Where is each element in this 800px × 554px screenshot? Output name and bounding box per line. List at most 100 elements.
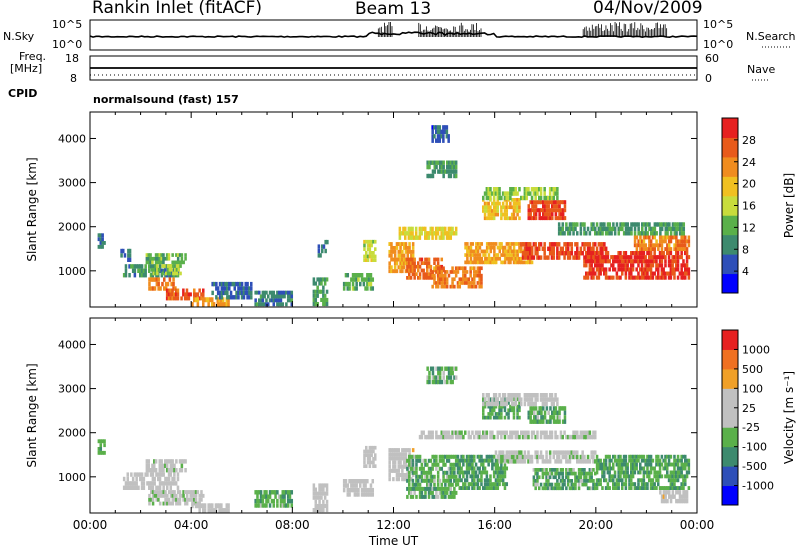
heatmap-cell [622, 474, 626, 479]
heatmap-cell [492, 482, 496, 487]
heatmap-cell [150, 267, 154, 272]
heatmap-cell [454, 474, 458, 479]
heatmap-cell [200, 497, 203, 502]
heatmap-cell [536, 479, 539, 483]
heatmap-cell [395, 246, 399, 250]
heatmap-cell [630, 478, 633, 483]
heatmap-cell [617, 267, 620, 272]
heatmap-cell [240, 286, 244, 291]
heatmap-cell [518, 187, 521, 192]
heatmap-cell [469, 482, 472, 487]
heatmap-cell [464, 253, 467, 257]
heatmap-cell [536, 482, 539, 487]
heatmap-cell [142, 273, 146, 278]
heatmap-cell [558, 216, 561, 221]
heatmap-cell [547, 255, 550, 260]
heatmap-cell [637, 263, 640, 268]
heatmap-cell [505, 209, 509, 213]
heatmap-cell [550, 397, 554, 402]
heatmap-cell [446, 160, 449, 165]
heatmap-cell [646, 259, 649, 264]
heatmap-cell [449, 490, 453, 495]
heatmap-cell [402, 226, 405, 232]
heatmap-cell [538, 212, 541, 217]
heatmap-cell [543, 242, 546, 247]
heatmap-cell [471, 260, 475, 265]
heatmap-cell [182, 292, 185, 297]
heatmap-cell [424, 261, 427, 265]
heatmap-cell [362, 487, 366, 493]
heatmap-cell [480, 462, 483, 467]
heatmap-cell [649, 267, 653, 272]
heatmap-cell [451, 160, 454, 165]
heatmap-cell [456, 462, 460, 467]
heatmap-cell [552, 454, 556, 460]
heatmap-cell [149, 260, 152, 265]
heatmap-cell [673, 267, 676, 272]
heatmap-cell [669, 474, 673, 479]
heatmap-cell [510, 401, 514, 407]
heatmap-cell [498, 474, 501, 479]
heatmap-cell [658, 251, 662, 256]
heatmap-cell [456, 266, 460, 271]
heatmap-cell [155, 485, 158, 490]
heatmap-cell [590, 479, 593, 483]
heatmap-cell [536, 454, 539, 460]
heatmap-cell [220, 295, 224, 300]
heatmap-cell [426, 478, 429, 483]
heatmap-cell [639, 255, 642, 260]
heatmap-cell [471, 486, 474, 490]
heatmap-cell [509, 216, 512, 221]
heatmap-cell [483, 205, 487, 210]
heatmap-cell [449, 466, 453, 471]
heatmap-cell [603, 271, 606, 276]
heatmap-cell [325, 487, 329, 492]
heatmap-cell [451, 370, 454, 376]
heatmap-cell [664, 462, 667, 467]
heatmap-cell [667, 259, 671, 264]
heatmap-cell [496, 201, 500, 206]
heatmap-cell [552, 251, 556, 256]
heatmap-cell [218, 302, 221, 307]
heatmap-cell [447, 231, 451, 236]
heatmap-cell [248, 290, 251, 296]
heatmap-cell [216, 286, 220, 291]
heatmap-cell [565, 450, 568, 455]
heatmap-cell [558, 212, 561, 217]
heatmap-cell [482, 466, 485, 471]
heatmap-cell [502, 245, 505, 250]
heatmap-cell [431, 366, 435, 371]
heatmap-cell [527, 208, 531, 213]
colorbar-swatch [722, 446, 738, 467]
heatmap-cell [442, 430, 445, 435]
heatmap-cell [433, 478, 436, 483]
heatmap-cell [426, 164, 429, 170]
heatmap-cell [368, 464, 372, 468]
heatmap-cell [586, 242, 590, 247]
heatmap-cell [151, 468, 154, 473]
heatmap-cell [480, 284, 483, 289]
heatmap-cell [182, 497, 185, 502]
heatmap-cell [545, 255, 548, 260]
heatmap-cell [626, 470, 629, 475]
heatmap-cell [630, 271, 633, 276]
heatmap-cell [675, 247, 678, 251]
heatmap-cell [489, 430, 492, 435]
heatmap-cell [270, 290, 274, 295]
heatmap-cell [133, 485, 137, 490]
heatmap-cell [427, 482, 431, 487]
heatmap-cell [418, 490, 422, 495]
heatmap-cell [487, 195, 490, 201]
heatmap-cell [413, 261, 416, 265]
heatmap-cell [542, 406, 545, 411]
heatmap-cell [649, 466, 653, 471]
heatmap-cell [494, 404, 498, 409]
heatmap-cell [491, 201, 494, 206]
heatmap-cell [684, 263, 687, 268]
heatmap-cell [612, 486, 615, 490]
heatmap-cell [606, 259, 610, 264]
heatmap-cell [436, 138, 440, 143]
heatmap-cell [447, 134, 450, 139]
heatmap-cell [316, 293, 319, 298]
colorbar-swatch [722, 215, 738, 236]
